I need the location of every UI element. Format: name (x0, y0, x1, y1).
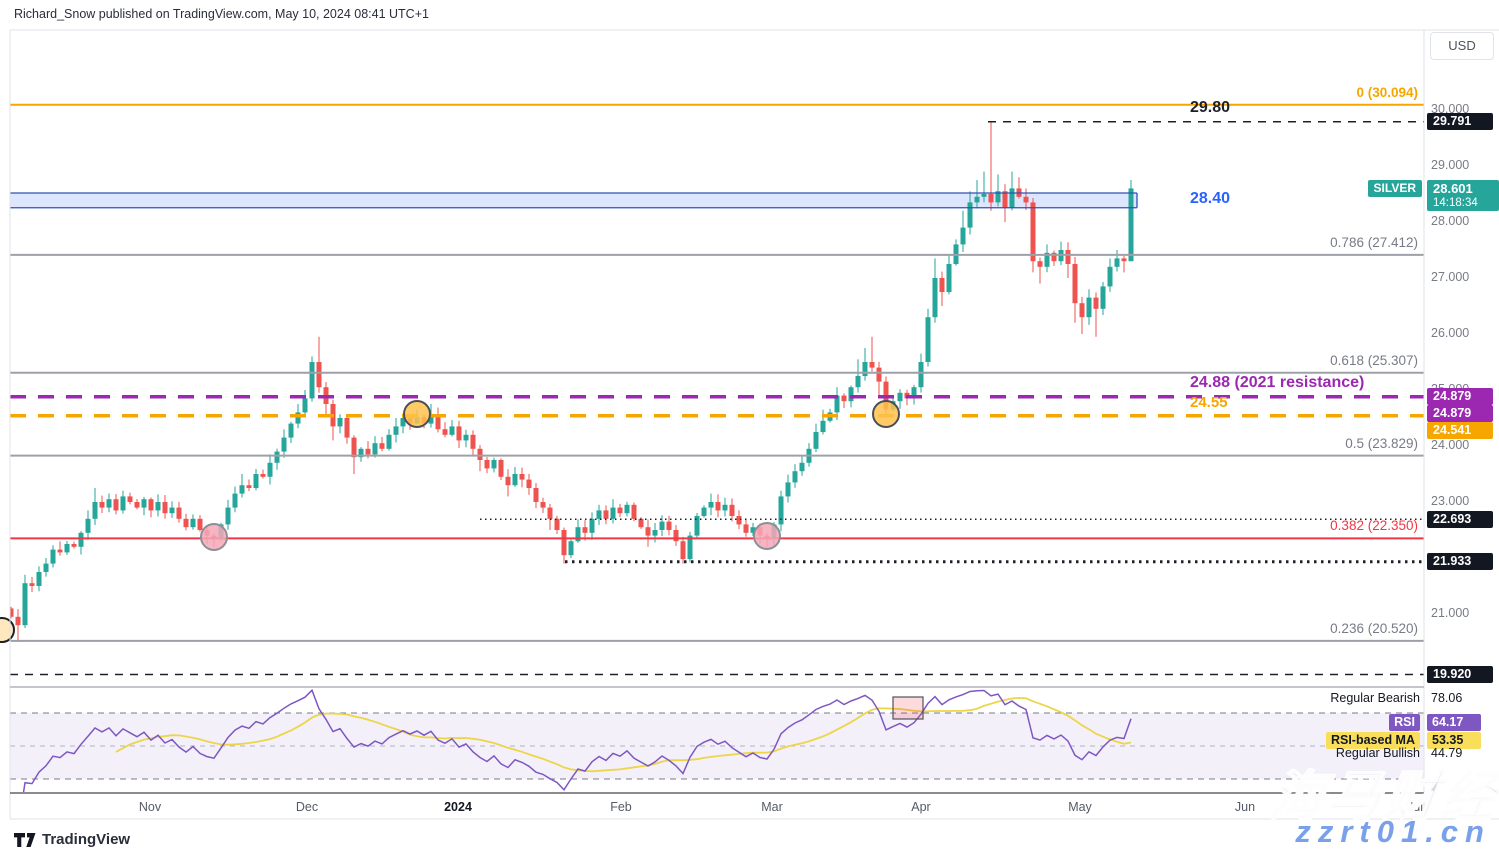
price-tick-24.000: 24.000 (1431, 438, 1470, 452)
watermark-url: zzrt01.cn (1295, 814, 1491, 849)
level-label-fib-0618: 0.618 (25.307) (1330, 352, 1418, 368)
price-tick-23.000: 23.000 (1431, 494, 1470, 508)
rsi-label-RSI: RSI (1389, 714, 1420, 732)
rsi-value-64.17: 64.17 (1427, 714, 1481, 732)
price-tick-27.000: 27.000 (1431, 270, 1470, 284)
symbol-tag: SILVER (1367, 180, 1422, 197)
price-axis[interactable] (1424, 30, 1499, 819)
tradingview-brand-text[interactable]: TradingView (42, 831, 131, 848)
tradingview-logo-icon[interactable] (14, 833, 38, 853)
axis-badge-19.920: 19.920 (1427, 665, 1493, 683)
level-label-level-2455: 24.55 (1190, 393, 1228, 411)
price-tick-26.000: 26.000 (1431, 326, 1470, 340)
price-tick-30.000: 30.000 (1431, 102, 1470, 116)
level-label-fib-0786: 0.786 (27.412) (1330, 234, 1418, 250)
axis-badge-29.791: 29.791 (1427, 113, 1493, 131)
band-label-2840: 28.40 (1190, 190, 1231, 208)
price-tick-21.000: 21.000 (1431, 606, 1470, 620)
axis-badge-24.879: 24.879 (1427, 387, 1493, 405)
currency-button[interactable]: USD (1430, 32, 1494, 60)
time-tick-Apr: Apr (911, 800, 931, 814)
rsi-label-Regular Bullish: Regular Bullish (1335, 746, 1420, 761)
level-label-resistance-2021: 24.88 (2021 resistance) (1190, 373, 1365, 391)
rsi-value-78.06: 78.06 (1431, 691, 1463, 706)
level-label-fib-0382: 0.382 (22.350) (1330, 518, 1418, 534)
time-axis[interactable] (10, 793, 1424, 819)
time-tick-Mar: Mar (761, 800, 783, 814)
rsi-label-Regular Bearish: Regular Bearish (1330, 691, 1420, 706)
time-tick-Jul: Jul (1407, 800, 1423, 814)
axis-badge-24.541: 24.541 (1427, 421, 1493, 439)
last-price-badge: 28.601 14:18:34 (1427, 180, 1499, 212)
publish-note: Richard_Snow published on TradingView.co… (14, 7, 429, 21)
price-tick-28.000: 28.000 (1431, 214, 1470, 228)
price-tick-29.000: 29.000 (1431, 158, 1470, 172)
level-label-high-line: 29.80 (1190, 98, 1231, 116)
rsi-label-RSI-based MA: RSI-based MA (1325, 731, 1420, 749)
level-label-fib-0236: 0.236 (20.520) (1330, 620, 1418, 636)
time-tick-2024: 2024 (444, 800, 472, 814)
time-tick-Nov: Nov (138, 800, 162, 814)
rsi-value-44.79: 44.79 (1431, 746, 1463, 761)
time-tick-Jun: Jun (1234, 800, 1256, 814)
level-label-fib-05: 0.5 (23.829) (1345, 435, 1418, 451)
axis-badge-22.693: 22.693 (1427, 510, 1493, 528)
time-tick-Dec: Dec (295, 800, 319, 814)
time-tick-Feb: Feb (610, 800, 632, 814)
rsi-value-53.35: 53.35 (1427, 731, 1481, 749)
axis-badge-24.879: 24.879 (1427, 404, 1493, 422)
time-tick-May: May (1068, 800, 1092, 814)
axis-badge-21.933: 21.933 (1427, 553, 1493, 571)
level-label-fib-0: 0 (30.094) (1356, 84, 1418, 100)
